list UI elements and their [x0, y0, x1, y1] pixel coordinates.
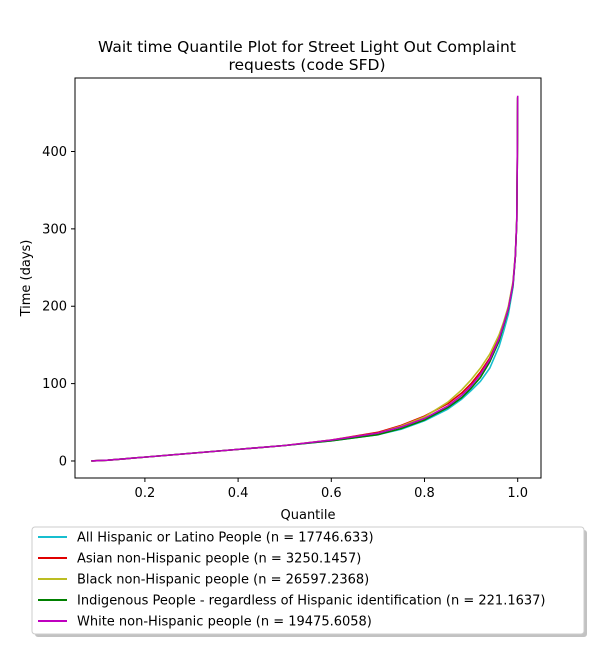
- x-tick-label: 0.6: [321, 486, 342, 501]
- y-tick-label: 300: [42, 222, 67, 237]
- y-tick-label: 400: [42, 145, 67, 160]
- y-axis-ticks: 0 100 200 300 400: [42, 145, 75, 469]
- legend-label-4: Indigenous People - regardless of Hispan…: [77, 594, 546, 609]
- y-tick-label: 100: [42, 377, 67, 392]
- x-tick-label: 1.0: [507, 486, 528, 501]
- series-line-1: [91, 97, 519, 462]
- series-lines: [91, 95, 519, 462]
- legend: All Hispanic or Latino People (n = 17746…: [38, 531, 546, 630]
- series-line-5: [91, 95, 519, 462]
- y-tick-label: 0: [59, 454, 67, 469]
- series-line-4: [91, 97, 519, 462]
- chart-title-line-1: Wait time Quantile Plot for Street Light…: [98, 38, 516, 56]
- legend-label-5: White non-Hispanic people (n = 19475.605…: [77, 615, 372, 630]
- x-axis-label: Quantile: [281, 508, 336, 523]
- x-tick-label: 0.2: [135, 486, 156, 501]
- x-tick-label: 0.4: [228, 486, 249, 501]
- legend-label-1: All Hispanic or Latino People (n = 17746…: [77, 531, 374, 546]
- y-axis-label: Time (days): [19, 240, 34, 318]
- chart-title-line-2: requests (code SFD): [228, 56, 385, 74]
- x-tick-label: 0.8: [414, 486, 435, 501]
- legend-label-3: Black non-Hispanic people (n = 26597.236…: [77, 573, 369, 588]
- x-axis-ticks: 0.2 0.4 0.6 0.8 1.0: [135, 478, 528, 501]
- series-line-3: [91, 97, 519, 462]
- series-line-2: [91, 97, 519, 462]
- legend-box: [31, 526, 585, 635]
- legend-label-2: Asian non-Hispanic people (n = 3250.1457…: [77, 552, 361, 567]
- plot-area: [74, 77, 542, 479]
- y-tick-label: 200: [42, 300, 67, 315]
